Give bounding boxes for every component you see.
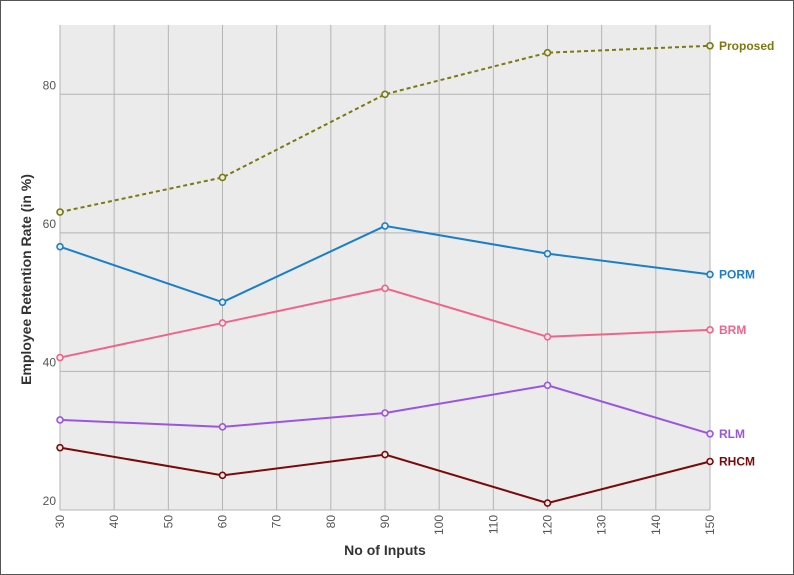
data-point-brm	[56, 353, 64, 362]
data-point-brm	[381, 284, 389, 293]
data-point-rhcm	[381, 450, 389, 459]
series-brm	[56, 284, 714, 362]
data-point-rhcm	[706, 457, 714, 466]
series-label-brm: BRM	[719, 323, 746, 337]
x-tick-label: 120	[541, 515, 555, 535]
series-lines	[56, 41, 714, 507]
data-point-brm	[543, 332, 552, 341]
data-point-proposed	[218, 173, 227, 182]
y-axis-title: Employee Retention Rate (in %)	[18, 174, 34, 385]
data-point-porm	[381, 222, 389, 230]
x-tick-label: 40	[107, 515, 121, 529]
data-point-proposed	[381, 90, 389, 99]
series-rlm	[56, 381, 714, 438]
series-porm	[56, 222, 714, 306]
data-point-proposed	[706, 41, 714, 50]
data-point-rlm	[381, 409, 389, 417]
y-tick-label: 20	[43, 494, 57, 508]
tick-labels: 30 40 50 60 70 80 90 100 110 120 130 140 150 20 40 60 80	[43, 78, 717, 535]
x-tick-label: 150	[703, 515, 717, 535]
series-rhcm	[56, 443, 714, 507]
series-label-rlm: RLM	[719, 427, 745, 441]
data-point-rhcm	[543, 499, 552, 507]
x-tick-label: 70	[270, 515, 284, 529]
y-tick-label: 60	[43, 217, 57, 231]
data-point-rlm	[706, 429, 714, 438]
series-label-proposed: Proposed	[719, 39, 774, 53]
series-labels: Proposed PORM BRM RLM RHCM	[719, 39, 774, 469]
data-point-porm	[218, 298, 227, 306]
y-tick-label: 80	[43, 78, 57, 92]
x-tick-label: 50	[161, 515, 175, 529]
series-label-rhcm: RHCM	[719, 455, 755, 469]
data-point-porm	[706, 270, 714, 279]
data-point-rhcm	[56, 443, 64, 452]
data-point-rlm	[543, 381, 552, 390]
x-tick-label: 110	[486, 515, 500, 534]
data-point-brm	[218, 319, 227, 327]
data-point-proposed	[56, 208, 64, 216]
x-tick-label: 100	[432, 515, 446, 535]
data-point-rlm	[56, 416, 64, 424]
x-tick-label: 80	[324, 515, 338, 529]
x-tick-label: 90	[378, 515, 392, 529]
y-tick-label: 40	[43, 355, 57, 369]
data-point-proposed	[543, 48, 552, 57]
series-line-proposed	[59, 44, 711, 214]
x-tick-label: 60	[216, 515, 230, 529]
data-point-porm	[543, 249, 552, 258]
data-point-brm	[706, 326, 714, 334]
series-label-porm: PORM	[719, 267, 755, 281]
x-axis-title: No of Inputs	[344, 542, 426, 558]
x-tick-label: 130	[595, 515, 609, 535]
data-point-porm	[56, 242, 64, 251]
x-tick-label: 30	[53, 515, 67, 529]
data-point-rhcm	[218, 471, 227, 480]
x-tick-label: 140	[649, 515, 663, 535]
series-proposed	[56, 41, 714, 216]
data-point-rlm	[218, 423, 227, 431]
